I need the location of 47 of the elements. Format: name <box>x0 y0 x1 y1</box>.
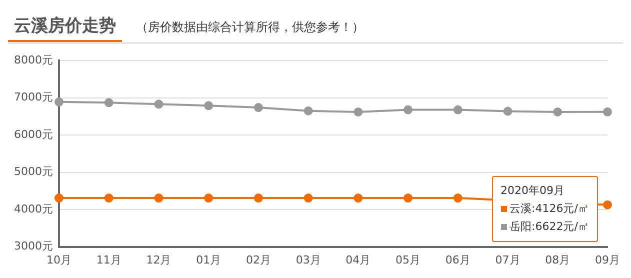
point <box>603 200 612 210</box>
point <box>204 194 214 203</box>
point <box>453 105 462 114</box>
point <box>553 107 562 116</box>
x-tick-label: 07月 <box>495 253 520 266</box>
x-tick-label: 04月 <box>346 253 371 266</box>
point <box>503 106 512 116</box>
point <box>104 194 114 203</box>
x-tick-label: 02月 <box>246 253 271 266</box>
chart-subtitle: （房价数据由综合计算所得，供您参考！） <box>136 19 364 36</box>
point <box>453 194 462 203</box>
point <box>354 194 363 203</box>
point <box>254 103 263 112</box>
point <box>404 105 413 114</box>
point <box>104 98 114 108</box>
point <box>603 107 612 116</box>
x-tick-label: 01月 <box>196 253 222 266</box>
y-tick-label: 7000元 <box>14 90 53 104</box>
point <box>304 106 313 116</box>
annotation: :4126元/㎡ <box>532 201 589 217</box>
annotation: 2020年09月 <box>500 183 564 199</box>
legend-label: 岳阳 <box>510 219 532 235</box>
x-tick-label: 03月 <box>296 253 321 266</box>
annotation: :6622元/㎡ <box>532 219 589 235</box>
x-tick-label: 09月 <box>595 253 620 266</box>
point <box>154 194 164 203</box>
point <box>404 194 413 203</box>
point <box>204 101 214 110</box>
x-tick-label: 12月 <box>146 253 172 266</box>
point <box>304 194 313 203</box>
x-tick-label: 06月 <box>445 253 470 266</box>
point <box>54 194 64 203</box>
legend-label: 云溪 <box>510 201 532 217</box>
x-tick-label: 10月 <box>46 253 72 266</box>
x-tick-label: 11月 <box>96 253 122 266</box>
x-tick-label: 05月 <box>396 253 421 266</box>
x-tick-label: 08月 <box>545 253 570 266</box>
point <box>354 107 363 116</box>
y-tick-label: 8000元 <box>14 53 53 66</box>
y-tick-label: 3000元 <box>14 240 53 253</box>
point <box>154 100 164 109</box>
y-tick-label: 6000元 <box>14 128 53 141</box>
y-tick-label: 4000元 <box>14 202 53 216</box>
point <box>54 97 64 106</box>
y-tick-label: 5000元 <box>14 165 53 178</box>
chart-title: 云溪房价走势 <box>8 8 122 42</box>
point <box>254 194 263 203</box>
